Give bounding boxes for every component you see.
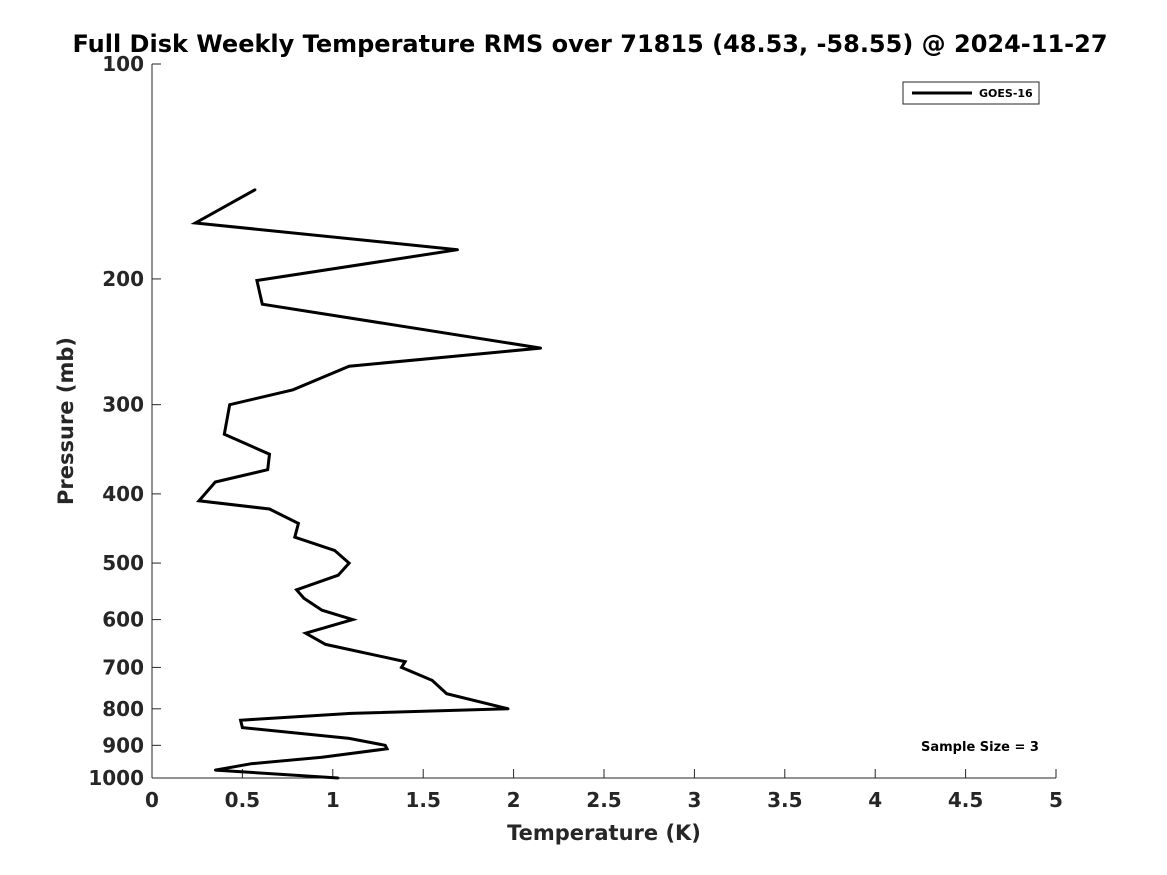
data-point bbox=[351, 618, 355, 621]
x-tick-label: 0 bbox=[145, 788, 159, 812]
chart-title: Full Disk Weekly Temperature RMS over 71… bbox=[72, 30, 1107, 58]
x-tick-label: 4 bbox=[868, 788, 882, 812]
data-point bbox=[239, 718, 242, 722]
data-point bbox=[197, 499, 201, 503]
data-point bbox=[347, 561, 351, 565]
y-tick-label: 600 bbox=[102, 608, 144, 632]
y-tick-label: 100 bbox=[102, 52, 144, 76]
data-point bbox=[253, 188, 257, 191]
y-tick-label: 500 bbox=[102, 551, 144, 575]
y-tick-label: 300 bbox=[102, 393, 144, 417]
y-ticks: 100 200 300 400 500 600 700 800 900 1000 bbox=[88, 52, 161, 790]
sample-size-annotation: Sample Size = 3 bbox=[921, 740, 1039, 755]
x-tick-label: 3 bbox=[687, 788, 701, 812]
y-tick-label: 700 bbox=[102, 655, 144, 679]
data-point bbox=[268, 507, 271, 511]
x-tick-label: 4.5 bbox=[948, 788, 983, 812]
data-point bbox=[506, 707, 510, 711]
y-tick-label: 400 bbox=[102, 482, 144, 506]
x-ticks: 0 0.5 1 1.5 2 2.5 3 3.5 4 4.5 5 bbox=[145, 769, 1063, 812]
data-point bbox=[194, 221, 197, 225]
data-point bbox=[347, 737, 351, 740]
x-tick-label: 1.5 bbox=[405, 788, 440, 812]
data-point bbox=[324, 643, 327, 646]
x-tick-label: 5 bbox=[1049, 788, 1063, 812]
y-tick-label: 900 bbox=[102, 733, 144, 757]
data-point bbox=[250, 762, 253, 765]
data-point bbox=[349, 712, 353, 715]
data-point bbox=[297, 522, 300, 525]
data-point bbox=[291, 388, 295, 392]
data-point bbox=[214, 480, 217, 484]
data-point bbox=[255, 279, 259, 282]
data-point bbox=[456, 248, 459, 251]
data-point bbox=[320, 608, 324, 612]
legend: GOES-16 bbox=[902, 81, 1040, 105]
data-point bbox=[336, 573, 340, 577]
data-point bbox=[295, 588, 298, 592]
data-point bbox=[302, 596, 306, 600]
data-point bbox=[228, 403, 231, 407]
data-point bbox=[539, 346, 542, 350]
y-tick-label: 800 bbox=[102, 697, 144, 721]
series-layer bbox=[190, 188, 542, 780]
data-point bbox=[223, 432, 226, 436]
data-point bbox=[304, 631, 308, 635]
data-point bbox=[320, 755, 324, 759]
data-point bbox=[400, 666, 403, 669]
x-tick-label: 1 bbox=[326, 788, 340, 812]
data-point bbox=[293, 535, 297, 539]
data-point bbox=[266, 468, 270, 472]
data-point bbox=[383, 744, 387, 747]
data-point bbox=[268, 452, 271, 456]
data-point bbox=[241, 726, 244, 729]
data-point bbox=[333, 549, 336, 552]
x-tick-label: 2.5 bbox=[586, 788, 621, 812]
x-tick-label: 3.5 bbox=[767, 788, 802, 812]
data-point bbox=[336, 776, 340, 780]
data-point bbox=[430, 679, 434, 682]
plot-area bbox=[152, 64, 1056, 778]
x-tick-label: 0.5 bbox=[225, 788, 260, 812]
data-point bbox=[214, 768, 217, 772]
data-point bbox=[403, 660, 407, 663]
x-axis-label: Temperature (K) bbox=[507, 821, 701, 845]
x-tick-label: 2 bbox=[507, 788, 521, 812]
data-point bbox=[261, 302, 264, 306]
y-axis-label: Pressure (mb) bbox=[54, 337, 78, 505]
y-tick-label: 1000 bbox=[88, 766, 144, 790]
data-point bbox=[347, 364, 351, 368]
legend-label: GOES-16 bbox=[979, 87, 1033, 100]
y-tick-label: 200 bbox=[102, 267, 144, 291]
data-point bbox=[385, 747, 389, 751]
data-point bbox=[445, 692, 449, 695]
